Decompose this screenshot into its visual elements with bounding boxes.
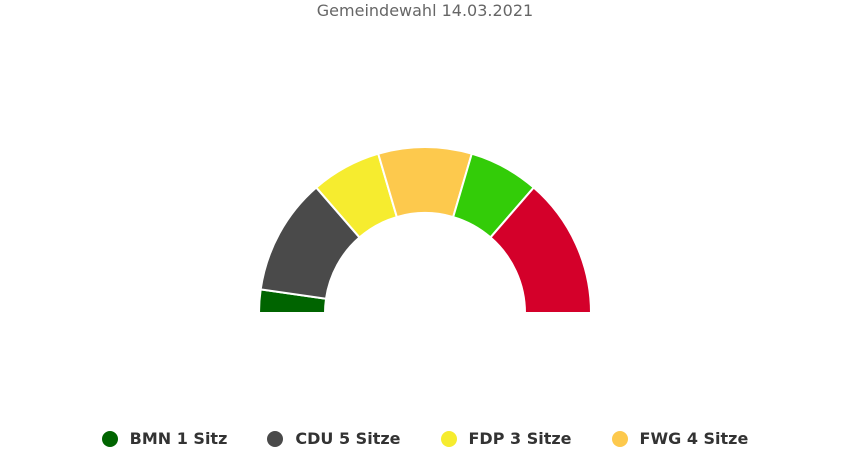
chart-title: Gemeindewahl 14.03.2021 [316,1,534,20]
legend: BMN 1 Sitz CDU 5 Sitze FDP 3 Sitze FWG 4 Si… [0,426,850,452]
legend-label: FDP 3 Sitze [468,429,572,448]
legend-label: FWG 4 Sitze [639,429,749,448]
legend-marker [101,431,118,447]
legend-marker [440,431,457,447]
legend-item-bmn[interactable]: BMN 1 Sitz [101,426,228,452]
legend-item-fdp[interactable]: FDP 3 Sitze [440,426,572,452]
legend-label: CDU 5 Sitze [295,429,401,448]
legend-marker [267,431,284,447]
legend-item-fwg[interactable]: FWG 4 Sitze [611,426,749,452]
legend-item-cdu[interactable]: CDU 5 Sitze [267,426,401,452]
legend-label: BMN 1 Sitz [129,429,228,448]
segment-unlabeled-5[interactable] [489,186,593,314]
legend-marker [611,431,628,447]
